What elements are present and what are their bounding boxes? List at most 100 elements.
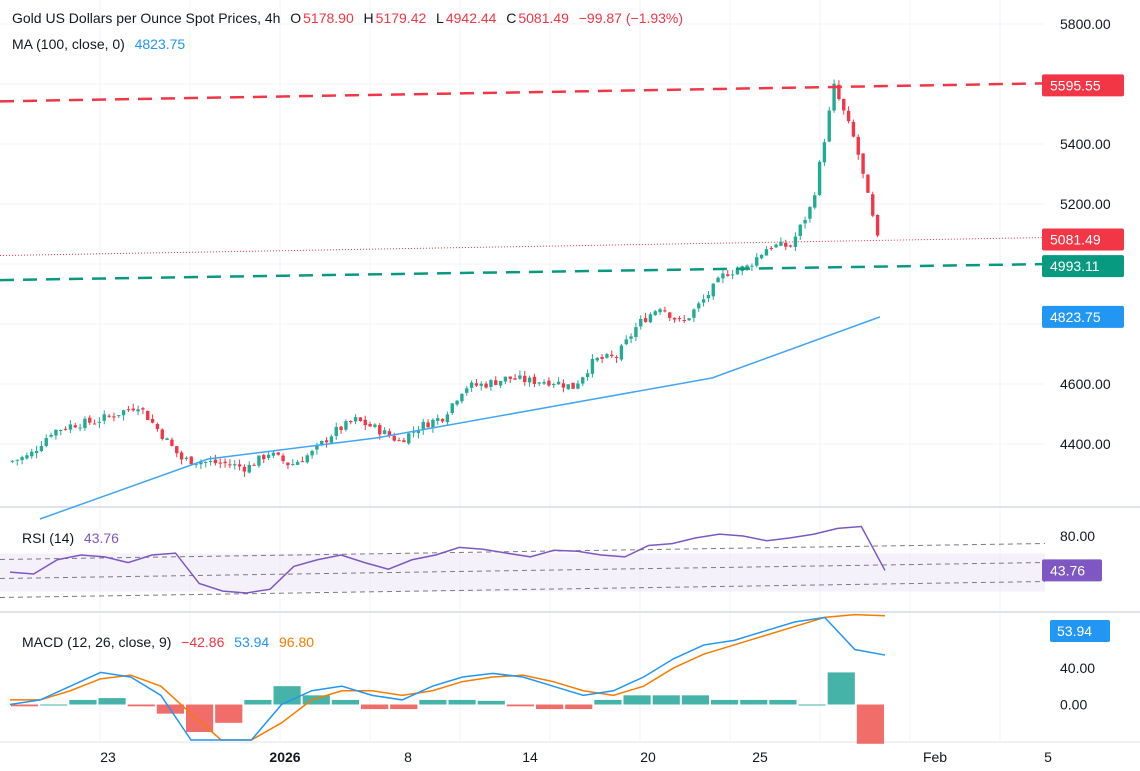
candle-down bbox=[837, 80, 841, 101]
candle-body bbox=[407, 433, 411, 444]
candle-up bbox=[20, 455, 24, 465]
macd-histogram bbox=[11, 672, 884, 744]
macd-hist-bar bbox=[186, 704, 214, 732]
candle-down bbox=[324, 437, 329, 448]
candle-down bbox=[223, 458, 227, 468]
candle-body bbox=[324, 440, 329, 443]
grid-lines bbox=[0, 0, 1045, 740]
candle-up bbox=[750, 263, 754, 271]
candle-body bbox=[179, 452, 184, 460]
candle-up bbox=[431, 418, 435, 433]
candle-body bbox=[402, 440, 406, 443]
candle-body bbox=[165, 438, 169, 441]
candle-down bbox=[784, 239, 788, 251]
candle-down bbox=[663, 306, 667, 313]
candle-body bbox=[523, 375, 527, 383]
candle-body bbox=[682, 319, 686, 321]
macd-hist-bar bbox=[711, 699, 739, 705]
candle-up bbox=[619, 343, 624, 362]
candle-down bbox=[547, 377, 551, 387]
candle-body bbox=[697, 303, 701, 309]
candle-body bbox=[803, 220, 807, 224]
candle-body bbox=[39, 446, 44, 452]
candle-up bbox=[639, 315, 643, 330]
candle-body bbox=[755, 257, 759, 266]
candle-body bbox=[875, 214, 880, 236]
candle-up bbox=[117, 415, 121, 418]
candle-up bbox=[59, 429, 63, 436]
macd-hist-bar bbox=[127, 704, 155, 707]
candle-body bbox=[136, 409, 140, 412]
candle-body bbox=[566, 384, 570, 390]
candle-down bbox=[126, 405, 131, 412]
price-label-text: 5081.49 bbox=[1050, 232, 1101, 248]
candle-down bbox=[426, 419, 430, 428]
candle-down bbox=[682, 315, 686, 324]
macd-hist-bar bbox=[740, 699, 768, 705]
candle-body bbox=[653, 311, 657, 316]
candle-down bbox=[150, 414, 155, 424]
candle-up bbox=[165, 437, 169, 441]
candle-body bbox=[750, 265, 754, 267]
candle-up bbox=[15, 459, 19, 466]
candle-up bbox=[233, 460, 237, 470]
candle-up bbox=[503, 376, 508, 385]
candle-body bbox=[460, 393, 464, 402]
macd-hist-bar bbox=[623, 695, 651, 705]
candle-up bbox=[184, 456, 189, 461]
candle-body bbox=[305, 455, 309, 463]
candle-body bbox=[223, 461, 227, 464]
rsi-band-line bbox=[0, 562, 1046, 579]
ma-legend[interactable]: MA (100, close, 0) 4823.75 bbox=[12, 36, 187, 52]
candle-down bbox=[179, 450, 184, 465]
macd-hist-bar bbox=[215, 704, 243, 723]
candle-up bbox=[194, 463, 198, 468]
candle-body bbox=[141, 408, 145, 410]
candle-body bbox=[788, 245, 793, 247]
candle-up bbox=[83, 416, 87, 431]
rsi-legend[interactable]: RSI (14) 43.76 bbox=[22, 530, 121, 546]
candle-body bbox=[175, 446, 179, 454]
candle-body bbox=[556, 381, 561, 385]
price-label-last: 5081.49 bbox=[1042, 228, 1124, 251]
candle-down bbox=[281, 453, 285, 464]
candle-body bbox=[257, 455, 261, 466]
macd-label: MACD (12, 26, close, 9) bbox=[22, 634, 172, 650]
candle-up bbox=[711, 283, 715, 300]
candle-body bbox=[25, 455, 29, 459]
candle-down bbox=[677, 316, 682, 322]
candle-body bbox=[455, 400, 459, 405]
macd-hist-bar bbox=[302, 695, 330, 705]
candle-body bbox=[83, 418, 87, 429]
candle-up bbox=[687, 317, 691, 321]
candle-up bbox=[49, 432, 53, 438]
candle-up bbox=[721, 269, 725, 284]
candle-body bbox=[450, 403, 454, 413]
candle-body bbox=[629, 336, 633, 339]
macd-legend[interactable]: MACD (12, 26, close, 9) −42.86 53.94 96.… bbox=[22, 634, 316, 650]
candle-up bbox=[774, 243, 778, 249]
candle-body bbox=[10, 460, 15, 462]
candle-up bbox=[469, 380, 474, 392]
rsi-band-line bbox=[0, 543, 1046, 560]
candle-up bbox=[44, 434, 48, 448]
candle-body bbox=[585, 373, 590, 378]
candle-body bbox=[276, 452, 280, 455]
candle-body bbox=[552, 384, 556, 386]
candle-body bbox=[126, 409, 131, 411]
candle-body bbox=[711, 283, 715, 297]
time-axis-tick: 2026 bbox=[269, 749, 300, 765]
price-axis-tick: 5200.00 bbox=[1060, 196, 1111, 212]
time-axis-tick: 25 bbox=[752, 749, 768, 765]
candle-down bbox=[866, 174, 870, 193]
candle-down bbox=[726, 269, 730, 277]
candle-up bbox=[310, 449, 314, 459]
candle-down bbox=[276, 452, 280, 456]
candle-up bbox=[498, 380, 503, 388]
candle-up bbox=[813, 192, 817, 210]
candle-body bbox=[160, 429, 164, 439]
candle-body bbox=[808, 207, 812, 219]
candle-body bbox=[387, 431, 392, 437]
candle-up bbox=[832, 79, 836, 113]
